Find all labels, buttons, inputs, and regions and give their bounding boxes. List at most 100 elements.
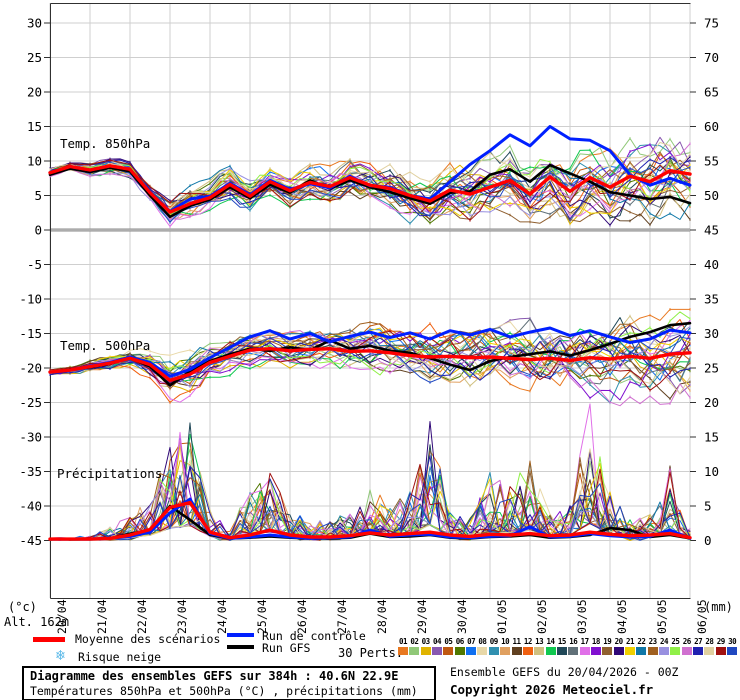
- perturbation-swatch: [420, 647, 431, 655]
- gfs-line-swatch: [227, 645, 254, 649]
- altitude-label: Alt. 162m: [4, 615, 70, 629]
- perturbation-swatch: [454, 647, 465, 655]
- perturbation-number: 28: [705, 637, 714, 646]
- y-axis-label-right: 40: [704, 257, 719, 272]
- perturbation-number: 06: [455, 637, 465, 646]
- perturbation-number: 16: [569, 637, 578, 646]
- perturbation-swatch: [534, 647, 545, 655]
- y-axis-label-right: 0: [704, 533, 712, 548]
- perturbation-swatch: [500, 647, 511, 655]
- perturbation-number: 23: [648, 637, 658, 646]
- perturbation-number: 05: [444, 637, 453, 646]
- panel-label-850hpa: Temp. 850hPa: [60, 136, 151, 151]
- perturbation-swatch: [602, 647, 613, 655]
- y-axis-label-left: 15: [27, 119, 42, 134]
- y-axis-label-right: 10: [704, 464, 719, 479]
- y-axis-label-right: 20: [704, 395, 719, 410]
- y-axis-label-right: 45: [704, 223, 719, 238]
- y-axis-label-right: 15: [704, 430, 719, 445]
- y-axis-label-left: -15: [19, 326, 42, 341]
- y-axis-label-right: 60: [704, 119, 719, 134]
- right-axis-unit: (mm): [704, 600, 733, 614]
- perturbation-number: 11: [512, 637, 521, 646]
- x-axis-date-label: 01/05: [495, 599, 509, 634]
- gfs-run-line: [48, 321, 692, 387]
- legend-gfs-label: Run GFS: [262, 641, 311, 655]
- y-axis-label-left: 5: [34, 188, 42, 203]
- y-axis-label-right: 30: [704, 326, 719, 341]
- perturbation-swatch: [398, 647, 408, 655]
- y-axis-label-right: 75: [704, 16, 719, 31]
- perturbation-number: 09: [489, 637, 499, 646]
- perturbation-swatch: [568, 647, 579, 655]
- perturbation-swatch: [636, 647, 647, 655]
- perturbation-swatch: [625, 647, 635, 655]
- x-axis-date-label: 24/04: [215, 599, 229, 634]
- perturbation-swatch: [466, 647, 477, 655]
- diagram-title: Diagramme des ensembles GEFS sur 384h : …: [30, 669, 399, 683]
- y-axis-label-left: -40: [19, 499, 42, 514]
- perturbation-number: 19: [603, 637, 612, 646]
- y-axis-label-right: 65: [704, 85, 719, 100]
- x-axis-date-label: 29/04: [415, 599, 429, 634]
- ensemble-mean-line: [48, 164, 692, 214]
- perturbation-number: 20: [614, 637, 624, 646]
- perturbation-swatch: [670, 647, 681, 655]
- perturbation-number: 12: [523, 637, 533, 646]
- diagram-subtitle: Températures 850hPa et 500hPa (°C) , pré…: [30, 684, 418, 698]
- perturbation-swatch: [704, 647, 715, 655]
- perturbation-number: 24: [660, 637, 669, 646]
- x-axis-date-label: 27/04: [335, 599, 349, 634]
- ensemble-mean-line: [48, 347, 692, 383]
- panel-label-precipitations: Précipitations: [57, 466, 163, 481]
- y-axis-label-left: -35: [19, 464, 42, 479]
- perturbation-swatch: [488, 647, 499, 655]
- y-axis-label-right: 50: [704, 188, 719, 203]
- plot-frame: [50, 3, 691, 599]
- perturbation-swatch: [727, 647, 738, 655]
- legend-control-label: Run de contrôle: [262, 629, 366, 643]
- perturbation-color-legend: [398, 647, 740, 655]
- perturbation-swatch: [659, 647, 670, 655]
- control-line-swatch: [227, 633, 254, 637]
- ensemble-member-line: [49, 439, 691, 541]
- perturbation-swatch: [579, 647, 590, 655]
- y-axis-label-left: 25: [27, 50, 42, 65]
- perturbation-number: 17: [580, 637, 590, 646]
- y-axis-label-left: -25: [19, 395, 42, 410]
- copyright: Copyright 2026 Meteociel.fr: [450, 682, 654, 697]
- panel-label-500hpa: Temp. 500hPa: [60, 338, 151, 353]
- perturbation-swatch: [522, 647, 533, 655]
- y-axis-label-left: -20: [19, 361, 42, 376]
- x-axis-date-label: 28/04: [375, 599, 389, 634]
- x-axis-date-label: 30/04: [455, 599, 469, 634]
- y-axis-label-right: 25: [704, 361, 719, 376]
- perturbation-swatch: [693, 647, 704, 655]
- snow-risk-label: Risque neige: [78, 650, 162, 664]
- x-axis-date-label: 04/05: [615, 599, 629, 634]
- perturbation-number: 21: [625, 637, 635, 646]
- y-axis-label-left: -5: [27, 257, 42, 272]
- perturbation-number: 14: [546, 637, 556, 646]
- y-axis-label-right: 35: [704, 292, 719, 307]
- x-axis-date-label: 26/04: [295, 599, 309, 634]
- perturbation-numbers-row: 01 02 03 04 05 06 07 08 09 10 11 12 13 14 15 16 17 18 19 20…: [398, 637, 740, 646]
- perturbation-number: 02: [410, 637, 419, 646]
- y-axis-label-right: 55: [704, 154, 719, 169]
- perturbation-swatch: [715, 647, 726, 655]
- perturbation-swatch: [556, 647, 567, 655]
- x-axis-date-label: 20/04: [55, 599, 69, 634]
- perturbation-swatch: [613, 647, 624, 655]
- legend-mean-label: Moyenne des scénarios: [75, 632, 221, 646]
- ensemble-chart: 302520151050-5-10-15-20-25-30-35-40-4575…: [19, 3, 719, 634]
- ensemble-mean-line: [48, 500, 692, 541]
- perturbation-number: 29: [716, 637, 726, 646]
- y-axis-label-left: -30: [19, 430, 42, 445]
- perturbation-swatch: [545, 647, 556, 655]
- perturbation-number: 18: [591, 637, 601, 646]
- perturbation-swatch: [477, 647, 488, 655]
- perturbation-swatch: [647, 647, 658, 655]
- y-axis-label-left: -45: [19, 533, 42, 548]
- perturbation-number: 15: [557, 637, 567, 646]
- perturbation-number: 04: [433, 637, 442, 646]
